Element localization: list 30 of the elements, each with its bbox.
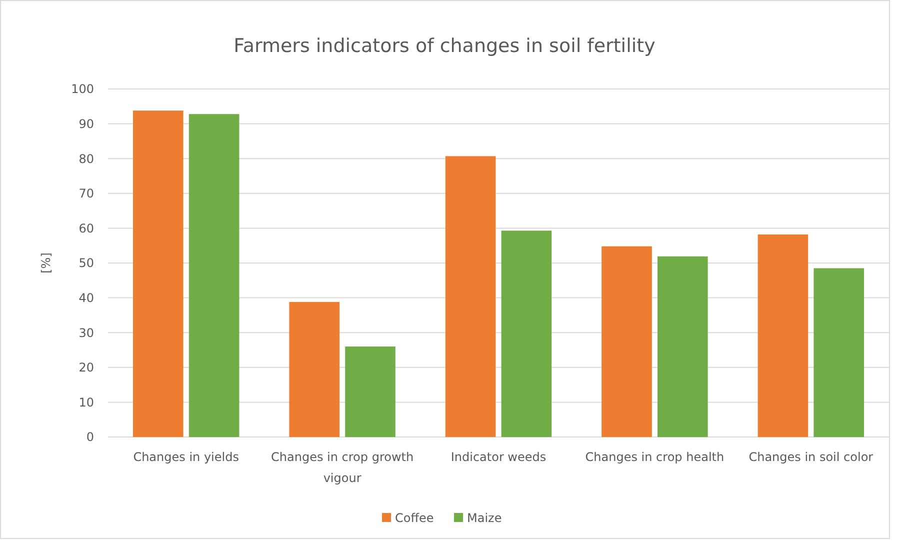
y-tick-label: 40 — [78, 291, 94, 305]
x-tick-label: Changes in yields — [133, 450, 239, 464]
x-tick-label: Changes in crop health — [585, 450, 724, 464]
bar — [188, 114, 240, 437]
y-tick-label: 100 — [71, 82, 94, 96]
bar — [345, 346, 396, 437]
bar — [814, 268, 864, 437]
y-tick-label: 10 — [78, 395, 94, 410]
x-tick-label: Changes in crop growth vigour — [271, 450, 414, 485]
bar — [289, 302, 340, 437]
y-tick-label: 60 — [78, 221, 94, 236]
y-axis-title: [%] — [39, 252, 53, 274]
y-tick-label: 30 — [78, 326, 94, 340]
legend-label: Coffee — [395, 511, 434, 525]
x-tick-label: Changes in soil color — [748, 450, 874, 464]
bar — [501, 230, 552, 437]
x-tick-label: Indicator weeds — [450, 450, 546, 464]
bar — [445, 156, 496, 437]
y-tick-label: 80 — [78, 152, 94, 166]
y-tick-label: 70 — [78, 186, 94, 201]
bar — [602, 246, 652, 437]
y-tick-label: 50 — [78, 256, 94, 270]
bar — [132, 110, 184, 437]
bar — [758, 234, 808, 437]
y-tick-label: 0 — [86, 430, 94, 444]
y-tick-label: 20 — [78, 360, 94, 375]
legend-label: Maize — [467, 511, 502, 525]
bar — [657, 256, 708, 437]
chart-title: Farmers indicators of changes in soil fertility — [234, 35, 656, 57]
y-tick-label: 90 — [78, 117, 94, 131]
